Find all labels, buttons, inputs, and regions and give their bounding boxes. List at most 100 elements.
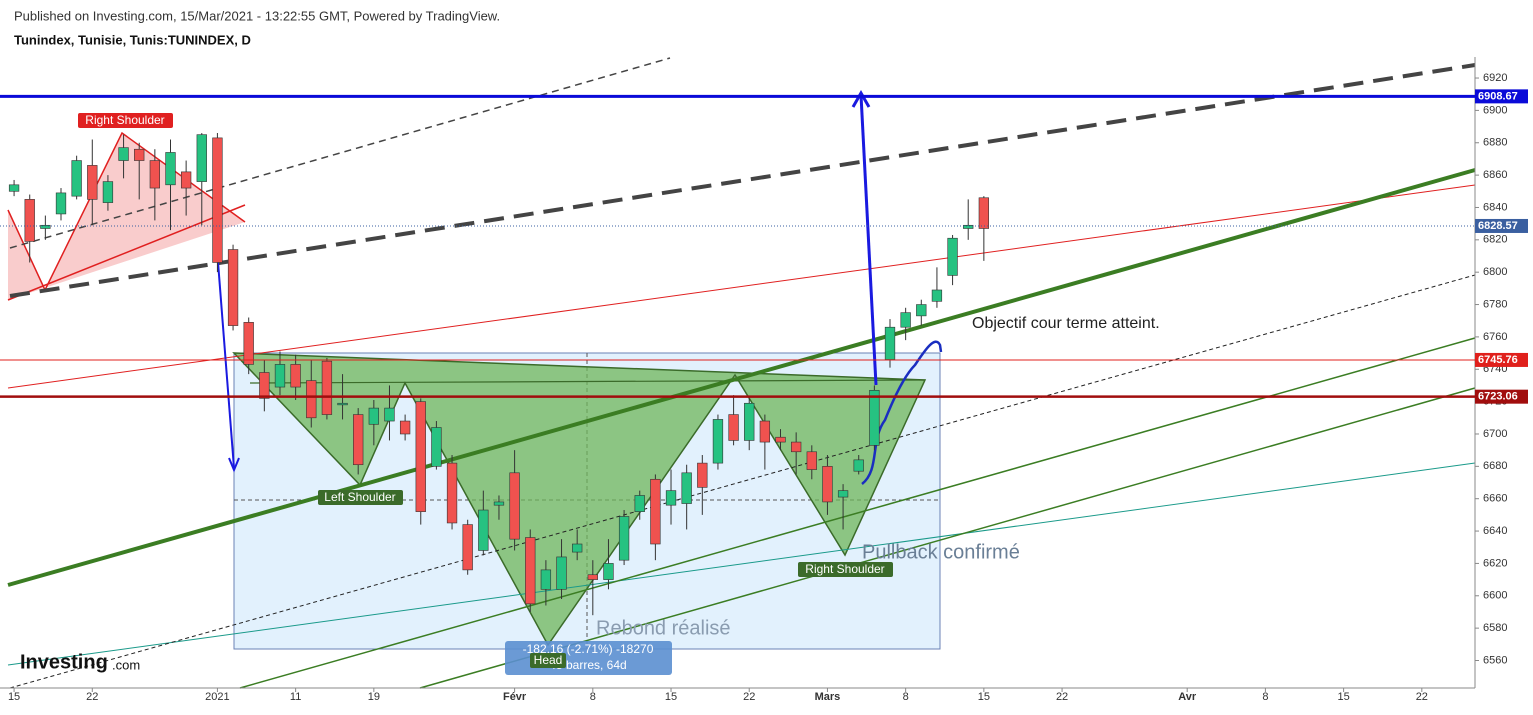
y-tick-label: 6820 [1483, 234, 1507, 246]
neckline [249, 379, 926, 384]
candle-body [822, 466, 833, 503]
x-tick-label: Avr [1178, 691, 1197, 703]
y-tick-label: 6600 [1483, 590, 1507, 602]
level-label: 6723.06 [1478, 391, 1518, 403]
logo: Investing [20, 651, 108, 673]
candle-body [196, 134, 207, 182]
candle-body [884, 326, 896, 360]
candle-body [212, 137, 223, 263]
x-tick-label: 2021 [205, 691, 229, 703]
candle-body [165, 152, 176, 186]
x-tick-label: 15 [978, 691, 990, 703]
candle-body [8, 184, 20, 192]
candle-body [478, 509, 489, 551]
candle-body [462, 524, 473, 571]
candle-body [572, 543, 583, 553]
candle-body [931, 289, 943, 302]
x-tick-label: 11 [290, 691, 301, 703]
y-tick-label: 6760 [1483, 331, 1507, 343]
annotation: Head [534, 653, 563, 667]
y-tick-label: 6880 [1483, 137, 1507, 149]
arrow-head [228, 457, 240, 473]
x-tick-label: 22 [1056, 691, 1068, 703]
candle-body [384, 407, 395, 422]
candle-body [978, 197, 990, 229]
candle-body [306, 380, 317, 419]
y-tick-label: 6700 [1483, 428, 1507, 440]
candle-body [791, 441, 802, 453]
measure: -182.16 (-2.71%) -18270 [523, 642, 654, 656]
candle-body [399, 420, 411, 435]
candle-body [431, 427, 442, 467]
pattern-fill [8, 133, 245, 300]
chart-title: Tunindex, Tunisie, Tunis:TUNINDEX, D [14, 32, 251, 47]
annotation: Right Shoulder [805, 562, 884, 576]
candle-body [118, 147, 129, 161]
x-tick-label: 22 [1416, 691, 1428, 703]
y-tick-label: 6580 [1483, 622, 1507, 634]
path-curve [861, 340, 943, 485]
arrow-head [851, 89, 871, 108]
y-tick-label: 6620 [1483, 557, 1507, 569]
candle-body [775, 436, 786, 443]
candle-body [525, 537, 536, 605]
measure: 45 barres, 64d [549, 658, 626, 672]
arrow [217, 261, 235, 469]
x-tick-label: 22 [743, 691, 755, 703]
candle-body [759, 420, 771, 443]
annotation: Right Shoulder [85, 113, 164, 127]
candle-body [681, 472, 692, 504]
candle-body [55, 192, 67, 215]
label-box [798, 562, 893, 577]
candle-body [618, 516, 630, 561]
candle-body [368, 407, 379, 425]
candle-body [71, 160, 82, 197]
candle-body [149, 160, 161, 189]
candle-body [415, 401, 426, 512]
candle-body [24, 199, 35, 242]
logo: .com [112, 657, 140, 672]
candle-body [963, 224, 974, 229]
candle-body [87, 165, 98, 200]
candle-body [634, 495, 645, 512]
candle-body [728, 414, 739, 441]
y-tick-label: 6680 [1483, 460, 1507, 472]
candles [8, 133, 990, 616]
trend-line [9, 274, 1476, 689]
y-tick-label: 6780 [1483, 298, 1507, 310]
trend-line [419, 387, 1476, 689]
candle-body [744, 402, 755, 441]
candle-body [446, 462, 458, 524]
candle-body [947, 237, 958, 276]
candle-body [697, 462, 708, 488]
labels: Right Shoulder Left Shoulder -182.16 (-2… [20, 113, 1160, 675]
candle-body [134, 148, 145, 161]
candle-body [40, 224, 51, 229]
x-tick-label: 8 [903, 691, 909, 703]
x-tick-label: 15 [8, 691, 20, 703]
annotation: Pullback confirmé [862, 541, 1020, 563]
candle-body [587, 574, 598, 580]
candle-body [259, 372, 270, 399]
candle-body [227, 249, 239, 326]
candle-body [916, 304, 927, 317]
candle-body [556, 556, 567, 590]
y-tick-label: 6800 [1483, 266, 1507, 278]
candle-body [712, 419, 724, 464]
candle-body [650, 478, 661, 545]
candle-body [603, 563, 614, 580]
x-tick-label: 15 [665, 691, 677, 703]
pattern-line [7, 204, 246, 301]
candle-body [321, 360, 333, 415]
header: Published on Investing.com, 15/Mar/2021 … [14, 8, 500, 23]
level-label-box [1475, 89, 1528, 104]
label-box [78, 113, 173, 128]
trend-line [9, 57, 671, 249]
y-tick-label: 6560 [1483, 654, 1507, 666]
x-tick-label: 22 [86, 691, 98, 703]
trend-line [7, 462, 1476, 666]
y-tick-label: 6660 [1483, 493, 1507, 505]
arrow [859, 94, 878, 386]
candle-body [509, 472, 520, 540]
